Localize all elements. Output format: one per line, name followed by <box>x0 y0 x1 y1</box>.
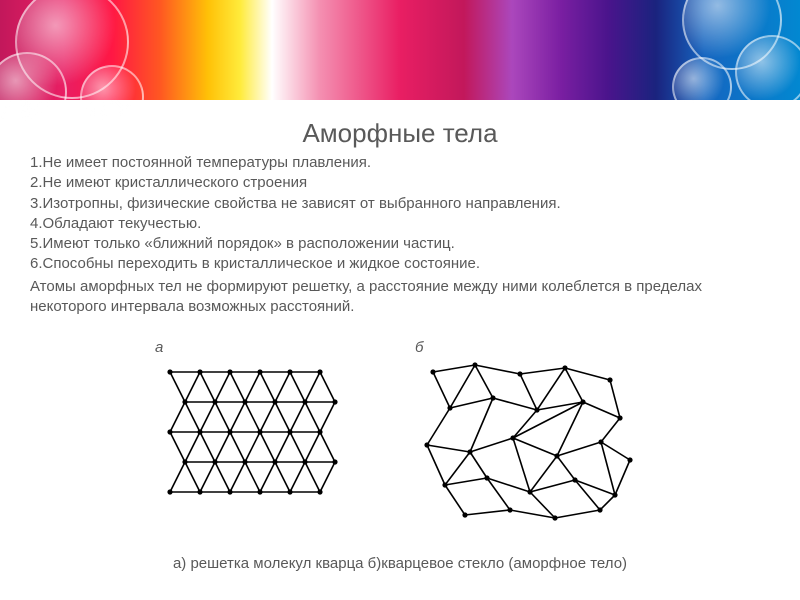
slide-content: Аморфные тела 1.Не имеет постоянной темп… <box>0 100 800 572</box>
list-item: 5.Имеют только «ближний порядок» в распо… <box>30 234 770 254</box>
figure-b: б <box>415 339 645 525</box>
figure-b-label: б <box>415 339 423 356</box>
amorphous-diagram-icon <box>415 360 645 525</box>
lattice-diagram-icon <box>155 360 365 525</box>
bullet-list: 1.Не имеет постоянной температуры плавле… <box>30 153 770 275</box>
figure-a-label: а <box>155 339 163 356</box>
list-item: 2.Не имеют кристаллического строения <box>30 173 770 193</box>
paragraph: Атомы аморфных тел не формируют решетку,… <box>30 277 770 318</box>
list-item: 6.Способны переходить в кристаллическое … <box>30 254 770 274</box>
slide-title: Аморфные тела <box>30 118 770 149</box>
header-banner <box>0 0 800 100</box>
list-item: 3.Изотропны, физические свойства не зави… <box>30 194 770 214</box>
figures-caption: а) решетка молекул кварца б)кварцевое ст… <box>30 555 770 572</box>
list-item: 1.Не имеет постоянной температуры плавле… <box>30 153 770 173</box>
figures-row: а б <box>30 339 770 525</box>
list-item: 4.Обладают текучестью. <box>30 214 770 234</box>
figure-a: а <box>155 339 365 525</box>
